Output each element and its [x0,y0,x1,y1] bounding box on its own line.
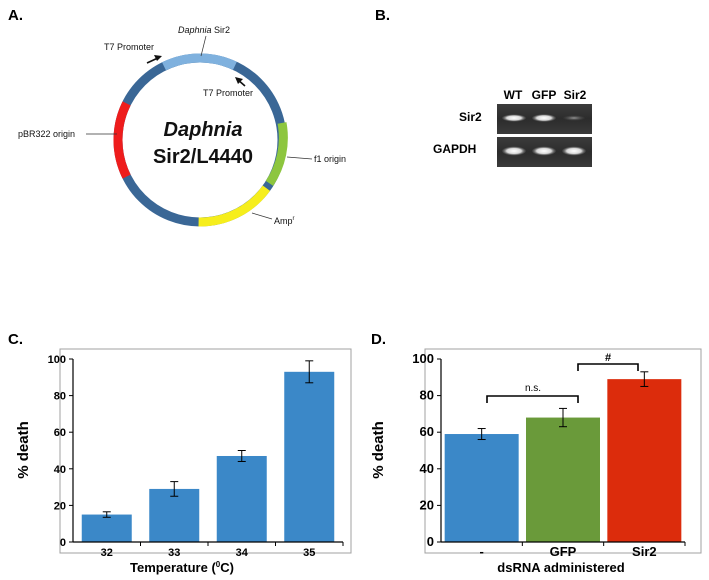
plasmid-name-line2: Sir2/L4440 [153,146,253,168]
chart-c-bar-32 [81,514,132,542]
chart-c-xtick-label-2: 34 [236,547,249,559]
chart-c-xtick-label-3: 35 [303,547,315,559]
chart-d-xlabel: dsRNA administered [497,560,624,575]
pbr322-origin-segment [113,101,131,179]
gel-band-gapdh-wt [502,146,526,156]
sig-label: # [605,352,611,364]
chart-d-frame [424,348,702,554]
t7-promoter-right-label: T7 Promoter [203,88,253,98]
chart-c-bars [81,360,335,542]
panel-a: A. Daphnia Sir2/L4440 Daphnia Sir2 T7 Pr… [8,7,346,227]
chart-c-ytick-label-1: 20 [54,500,66,512]
chart-d-ytick-label-4: 80 [420,388,434,403]
row-label-gapdh: GAPDH [433,142,476,156]
panel-c: C. % death 0 20 40 60 80 100 32 33 34 35 Tempera… [8,331,352,575]
panel-b-label: B. [375,7,390,24]
chart-d-xtick-label-2: Sir2 [632,544,657,559]
chart-d-ytick-label-1: 20 [420,497,434,512]
sir2-segment [162,53,237,71]
chart-d-x-axis: - GFP Sir2 [479,542,686,559]
ns-bracket [486,395,579,403]
chart-d-bar-- [444,434,519,542]
chart-c-ytick-label-0: 0 [60,537,66,549]
plasmid-name-line1: Daphnia [164,119,243,141]
lane-label-sir2: Sir2 [564,88,587,102]
chart-c-x-axis: 32 33 34 35 [101,542,344,559]
chart-d-y-axis: 0 20 40 60 80 100 [412,351,441,549]
chart-d-bar-GFP [526,417,600,542]
f1-origin-segment [265,122,288,186]
plasmid-map [113,53,288,227]
gel-band-sir2-gfp [532,114,556,122]
gel-band-gapdh-gfp [532,146,556,156]
row-label-sir2: Sir2 [459,110,482,124]
chart-c-bar-33 [149,488,200,542]
amp-label: Ampr [274,216,295,226]
chart-c-bar-35 [284,371,335,542]
chart-d-ytick-label-3: 60 [420,424,434,439]
t7-promoter-right-arrowhead [235,77,243,84]
chart-d-xtick-label-0: - [479,544,483,559]
t7-promoter-top-arrowhead [154,55,162,61]
chart-c-bar-34 [216,455,267,542]
lane-label-gfp: GFP [532,88,557,102]
chart-c-ytick-label-3: 60 [54,427,66,439]
chart-c-ytick-label-5: 100 [48,354,66,366]
sig-bracket [577,363,639,371]
sir2-feature-label: Daphnia Sir2 [178,25,230,35]
chart-c-ylabel: % death [15,421,32,479]
amp-leader-line [251,212,273,220]
chart-c-xtick-label-1: 33 [168,547,180,559]
chart-d-ytick-label-0: 0 [427,534,434,549]
chart-d-bars [444,371,682,542]
chart-c-frame [59,348,352,554]
chart-c-y-axis: 0 20 40 60 80 100 [48,354,73,549]
lane-label-wt: WT [504,88,523,102]
panel-d-label: D. [371,331,386,348]
gel-band-sir2-wt [502,114,526,122]
f1-leader-line [286,156,313,160]
panel-c-label: C. [8,331,23,348]
panel-b: B. WT GFP Sir2 Sir2 GAPDH [375,7,592,167]
chart-c-xlabel: Temperature (0C) [130,560,234,575]
chart-d-ytick-label-2: 40 [420,461,434,476]
gel-band-gapdh-sir2 [562,146,586,156]
chart-d-xtick-label-1: GFP [550,544,577,559]
gel-band-sir2-sir2 [563,115,585,121]
panel-a-label: A. [8,7,23,24]
chart-c-ytick-label-4: 80 [54,391,66,403]
chart-d-ylabel: % death [370,421,387,479]
f1-origin-label: f1 origin [314,154,346,164]
sir2-leader-line [200,35,207,57]
amp-segment [198,185,271,227]
t7-promoter-top-label: T7 Promoter [104,42,154,52]
chart-c-xtick-label-0: 32 [101,547,113,559]
chart-d-bar-Sir2 [607,379,682,542]
chart-c-ytick-label-2: 40 [54,464,66,476]
ns-label: n.s. [525,383,541,394]
chart-d-ytick-label-5: 100 [412,351,434,366]
pbr322-origin-label: pBR322 origin [18,129,75,139]
